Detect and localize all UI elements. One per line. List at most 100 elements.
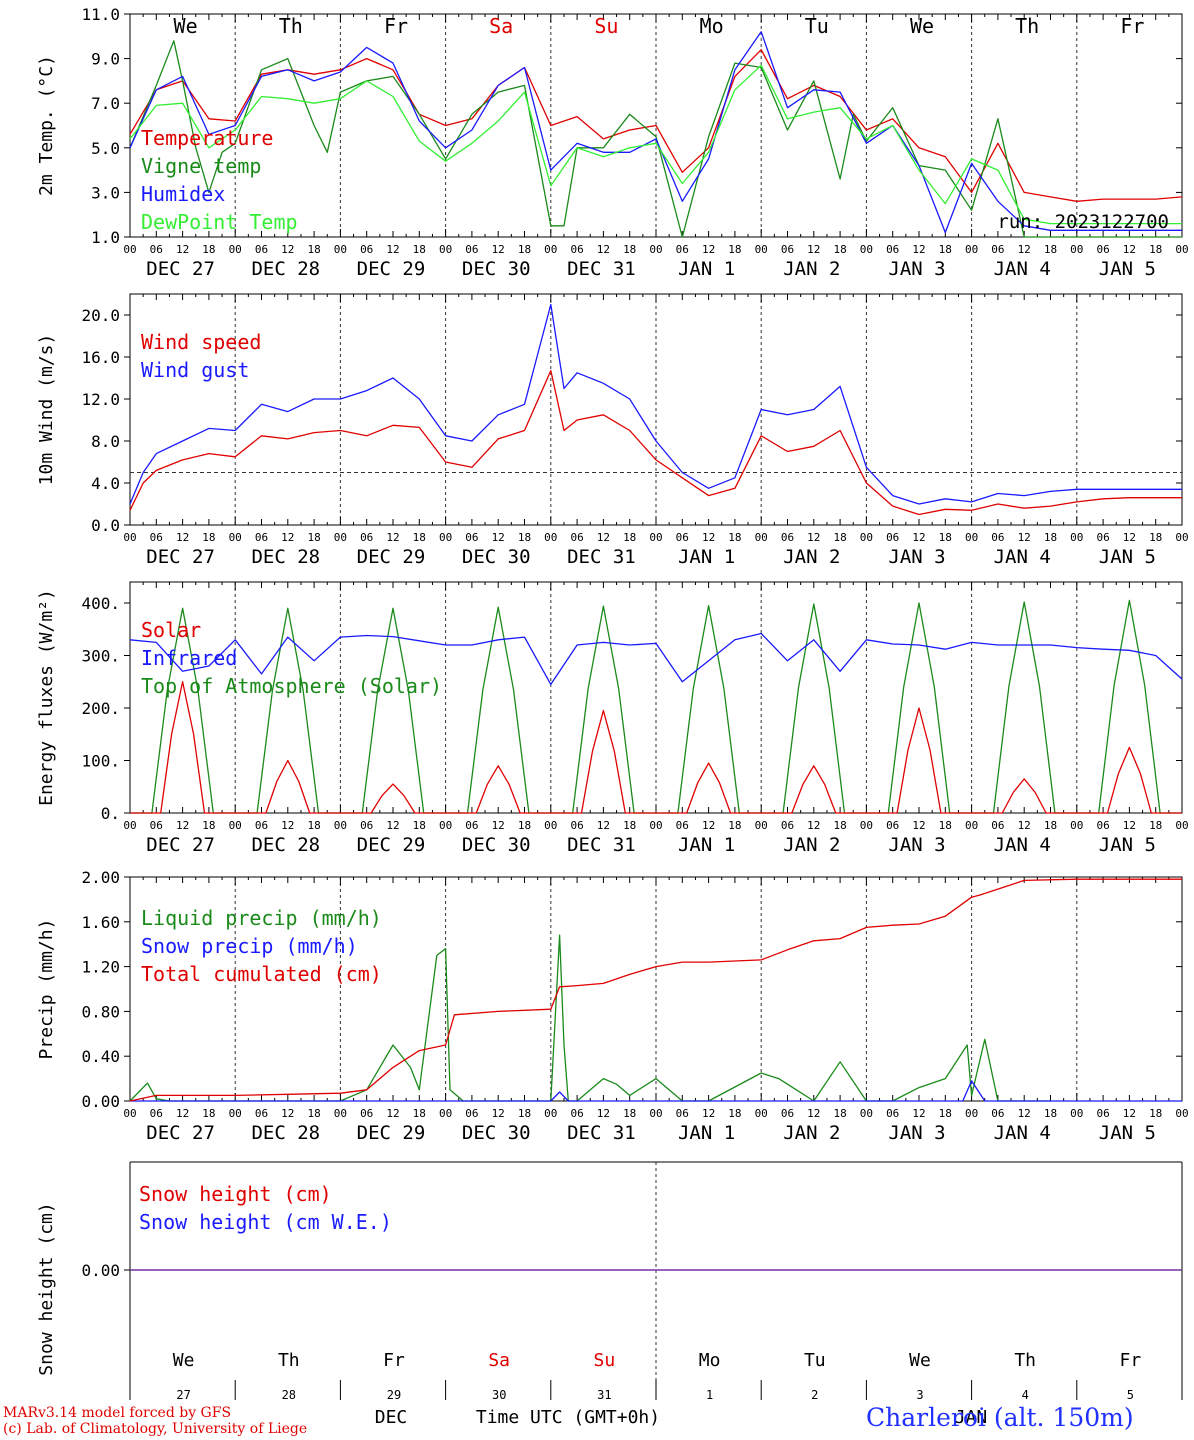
panel-precip-hour-label: 00 xyxy=(755,1107,768,1120)
series-line-total-cumulated-cm- xyxy=(129,878,1182,1102)
panel-precip-hour-label: 00 xyxy=(1070,1107,1083,1120)
bottom-day-name-label: Th xyxy=(278,1350,300,1371)
panel-temp-hour-label: 06 xyxy=(991,243,1004,256)
panel-energy-y-tick-label: 400. xyxy=(81,594,120,613)
panel-temp-hour-label: 18 xyxy=(939,243,952,256)
panel-temp-date-label: JAN 2 xyxy=(783,258,840,280)
panel-temp-legend-item: Temperature xyxy=(141,126,273,150)
panel-energy-hour-label: 00 xyxy=(123,819,136,832)
panel-snow-y-axis-label: Snow height (cm) xyxy=(36,1202,57,1375)
panel-wind-hour-label: 00 xyxy=(334,531,347,544)
panel-precip-hour-label: 06 xyxy=(676,1107,689,1120)
panel-wind-hour-label: 00 xyxy=(229,531,242,544)
panel-temp-hour-label: 12 xyxy=(807,243,820,256)
panel-snow-legend-item: Snow height (cm) xyxy=(139,1182,332,1206)
panel-energy-date-label: DEC 29 xyxy=(357,834,426,856)
panel-precip-hour-label: 12 xyxy=(1123,1107,1136,1120)
panel-precip-hour-label: 18 xyxy=(518,1107,531,1120)
panel-precip-date-label: DEC 29 xyxy=(357,1122,426,1144)
panel-energy-date-label: DEC 27 xyxy=(146,834,215,856)
series-line-solar xyxy=(130,681,1182,814)
bottom-day-number-label: 28 xyxy=(282,1388,296,1402)
panel-snow-y-tick-label: 0.00 xyxy=(81,1261,120,1280)
panel-precip-hour-label: 18 xyxy=(413,1107,426,1120)
panel-precip-y-tick-label: 0.40 xyxy=(81,1047,120,1066)
panel-energy-hour-label: 18 xyxy=(833,819,846,832)
panel-temp-date-label: DEC 27 xyxy=(146,258,215,280)
panel-precip-y-tick-label: 1.20 xyxy=(81,958,120,977)
panel-energy-hour-label: 12 xyxy=(597,819,610,832)
panel-energy-date-label: JAN 4 xyxy=(994,834,1051,856)
panel-wind-hour-label: 18 xyxy=(939,531,952,544)
panel-energy-date-label: JAN 1 xyxy=(678,834,735,856)
panel-wind-hour-label: 00 xyxy=(860,531,873,544)
panel-temp-legend-item: Vigne temp xyxy=(141,154,261,178)
panel-precip-hour-label: 18 xyxy=(1149,1107,1162,1120)
panel-energy-date-label: JAN 2 xyxy=(783,834,840,856)
panel-temp-y-tick-label: 7.0 xyxy=(91,94,120,113)
panel-precip-hour-label: 06 xyxy=(150,1107,163,1120)
panel-temp-hour-label: 00 xyxy=(334,243,347,256)
panel-wind-hour-label: 06 xyxy=(570,531,583,544)
series-line-humidex xyxy=(129,31,1182,234)
panel-wind-hour-label: 06 xyxy=(886,531,899,544)
panel-temp-hour-label: 18 xyxy=(413,243,426,256)
panel-precip-hour-label: 18 xyxy=(728,1107,741,1120)
series-line-wind-speed xyxy=(129,369,1182,516)
panel-temp-date-label: JAN 3 xyxy=(888,258,945,280)
panel-temp-hour-label: 06 xyxy=(676,243,689,256)
panel-temp-legend-item: Humidex xyxy=(141,182,225,206)
panel-energy-hour-label: 06 xyxy=(570,819,583,832)
panel-wind-hour-label: 06 xyxy=(465,531,478,544)
panel-temp-y-tick-label: 5.0 xyxy=(91,139,120,158)
bottom-day-name-label: Sa xyxy=(488,1350,510,1371)
panel-precip-date-label: DEC 30 xyxy=(462,1122,531,1144)
panel-precip-hour-label: 12 xyxy=(386,1107,399,1120)
panel-temp-hour-label: 18 xyxy=(623,243,636,256)
panel-precip-hour-label: 06 xyxy=(255,1107,268,1120)
panel-precip-hour-label: 18 xyxy=(939,1107,952,1120)
panel-temp-hour-label: 00 xyxy=(123,243,136,256)
panel-energy-hour-label: 06 xyxy=(465,819,478,832)
bottom-day-name-label: Th xyxy=(1014,1350,1036,1371)
series-line-liquid-precip-mm-h- xyxy=(129,934,1051,1102)
panel-wind-hour-label: 00 xyxy=(1070,531,1083,544)
panel-wind-y-tick-label: 8.0 xyxy=(91,432,120,451)
panel-precip-hour-label: 00 xyxy=(860,1107,873,1120)
panel-precip-hour-label: 12 xyxy=(807,1107,820,1120)
panel-energy-hour-label: 18 xyxy=(939,819,952,832)
panel-precip-date-label: DEC 31 xyxy=(567,1122,636,1144)
series-line-wind-gust xyxy=(129,303,1182,505)
panel-precip-hour-label: 18 xyxy=(623,1107,636,1120)
panel-precip-hour-label: 06 xyxy=(886,1107,899,1120)
panel-wind-date-label: JAN 1 xyxy=(678,546,735,568)
bottom-day-name-label: Su xyxy=(594,1350,616,1371)
panel-temp-date-label: JAN 1 xyxy=(678,258,735,280)
panel-wind-legend-item: Wind speed xyxy=(141,330,261,354)
panel-wind-hour-label: 00 xyxy=(544,531,557,544)
panel-wind-hour-label: 12 xyxy=(281,531,294,544)
panel-wind-hour-label: 06 xyxy=(676,531,689,544)
panel-energy-hour-label: 18 xyxy=(1044,819,1057,832)
panel-temp-hour-label: 06 xyxy=(255,243,268,256)
panel-energy-date-label: JAN 5 xyxy=(1099,834,1156,856)
bottom-day-number-label: 30 xyxy=(492,1388,506,1402)
panel-temp-hour-label: 18 xyxy=(518,243,531,256)
panel-temp-hour-label: 18 xyxy=(202,243,215,256)
bottom-day-name-label: Fr xyxy=(1120,1350,1142,1371)
bottom-day-number-label: 29 xyxy=(387,1388,401,1402)
panel-wind-hour-label: 00 xyxy=(1175,531,1188,544)
panel-wind-date-label: JAN 5 xyxy=(1099,546,1156,568)
panel-energy-y-tick-label: 300. xyxy=(81,647,120,666)
panel-temp-hour-label: 12 xyxy=(1123,243,1136,256)
panel-wind-date-label: DEC 27 xyxy=(146,546,215,568)
panel-temp-hour-label: 06 xyxy=(360,243,373,256)
panel-precip-hour-label: 00 xyxy=(439,1107,452,1120)
panel-energy-hour-label: 06 xyxy=(676,819,689,832)
panel-wind-hour-label: 18 xyxy=(833,531,846,544)
day-name-label: Tu xyxy=(805,14,829,38)
panel-energy-hour-label: 06 xyxy=(886,819,899,832)
panel-energy-hour-label: 06 xyxy=(991,819,1004,832)
bottom-x-axis-title: Time UTC (GMT+0h) xyxy=(476,1407,660,1428)
bottom-day-name-label: We xyxy=(173,1350,195,1371)
